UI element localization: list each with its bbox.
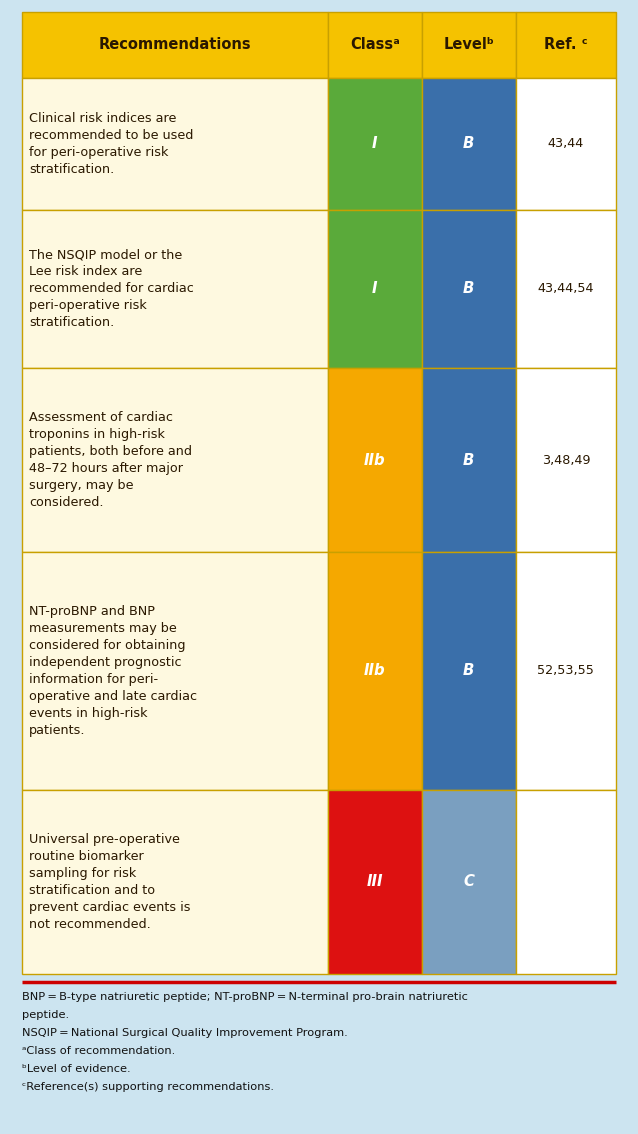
Bar [516, 552, 616, 789]
Text: ᵃClass of recommendation.: ᵃClass of recommendation. [22, 1046, 175, 1056]
Text: B: B [463, 452, 475, 467]
Text: NT-proBNP and BNP
measurements may be
considered for obtaining
independent progn: NT-proBNP and BNP measurements may be co… [29, 604, 197, 737]
Bar [422, 78, 516, 210]
Bar [22, 12, 328, 78]
Bar [422, 367, 516, 552]
Text: 43,44: 43,44 [547, 137, 584, 151]
Text: 3,48,49: 3,48,49 [542, 454, 590, 466]
Bar [516, 367, 616, 552]
Bar [516, 789, 616, 974]
Bar [328, 210, 422, 367]
Bar [422, 12, 516, 78]
Text: I: I [372, 281, 378, 296]
Bar [516, 210, 616, 367]
Text: Clinical risk indices are
recommended to be used
for peri-operative risk
stratif: Clinical risk indices are recommended to… [29, 112, 193, 176]
Text: III: III [367, 874, 383, 889]
Text: IIb: IIb [364, 452, 385, 467]
Text: 52,53,55: 52,53,55 [537, 665, 594, 677]
Text: BNP = B-type natriuretic peptide; NT-proBNP = N-terminal pro-brain natriuretic: BNP = B-type natriuretic peptide; NT-pro… [22, 992, 468, 1002]
Text: B: B [463, 136, 475, 151]
Text: Ref. ᶜ: Ref. ᶜ [544, 37, 588, 52]
Bar [328, 12, 422, 78]
Text: Recommendations: Recommendations [99, 37, 251, 52]
Text: IIb: IIb [364, 663, 385, 678]
Bar [328, 789, 422, 974]
Text: I: I [372, 136, 378, 151]
Text: Assessment of cardiac
troponins in high-risk
patients, both before and
48–72 hou: Assessment of cardiac troponins in high-… [29, 411, 192, 509]
Bar [22, 78, 328, 210]
Text: C: C [463, 874, 474, 889]
Text: peptide.: peptide. [22, 1010, 69, 1019]
Bar [22, 210, 328, 367]
Bar [22, 367, 328, 552]
Bar [422, 789, 516, 974]
Text: Classᵃ: Classᵃ [350, 37, 400, 52]
Text: ᶜReference(s) supporting recommendations.: ᶜReference(s) supporting recommendations… [22, 1082, 274, 1092]
Text: B: B [463, 663, 475, 678]
Text: NSQIP = National Surgical Quality Improvement Program.: NSQIP = National Surgical Quality Improv… [22, 1029, 348, 1038]
Text: ᵇLevel of evidence.: ᵇLevel of evidence. [22, 1064, 131, 1074]
Text: 43,44,54: 43,44,54 [538, 282, 594, 295]
Bar [328, 367, 422, 552]
Bar [422, 210, 516, 367]
Bar [516, 78, 616, 210]
Bar [22, 552, 328, 789]
Bar [22, 789, 328, 974]
Bar [328, 552, 422, 789]
Text: Universal pre-operative
routine biomarker
sampling for risk
stratification and t: Universal pre-operative routine biomarke… [29, 832, 191, 931]
Text: The NSQIP model or the
Lee risk index are
recommended for cardiac
peri-operative: The NSQIP model or the Lee risk index ar… [29, 248, 194, 329]
Bar [328, 78, 422, 210]
Bar [422, 552, 516, 789]
Bar [516, 12, 616, 78]
Text: Levelᵇ: Levelᵇ [443, 37, 494, 52]
Text: B: B [463, 281, 475, 296]
